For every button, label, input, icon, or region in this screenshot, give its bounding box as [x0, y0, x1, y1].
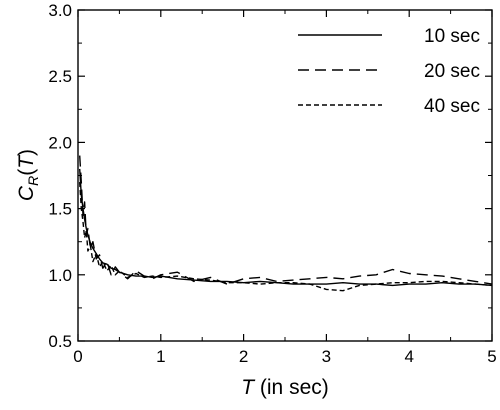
x-axis-label: T (in sec)	[241, 376, 329, 399]
y-axis-close-paren: )	[15, 149, 38, 156]
x-tick-label: 4	[404, 347, 413, 366]
y-tick-label: 2.0	[48, 133, 72, 152]
y-tick-label: 1.0	[48, 266, 72, 285]
x-tick-label: 5	[487, 347, 496, 366]
y-axis-label: CR(T)	[15, 149, 41, 201]
x-axis-variable: T	[241, 376, 256, 399]
y-axis-subscript: R	[25, 176, 41, 186]
y-axis-open-paren: (	[15, 169, 38, 176]
x-tick-label: 1	[156, 347, 165, 366]
legend-label: 10 sec	[424, 26, 480, 47]
y-tick-label: 2.5	[48, 67, 72, 86]
y-tick-label: 1.5	[48, 200, 72, 219]
x-tick-label: 0	[73, 347, 82, 366]
x-tick-label: 3	[322, 347, 331, 366]
y-tick-label: 0.5	[48, 332, 72, 351]
y-tick-label: 3.0	[48, 1, 72, 20]
series-layer	[79, 155, 493, 292]
x-tick-label: 2	[239, 347, 248, 366]
plot-frame	[77, 9, 493, 342]
legend-label: 40 sec	[424, 96, 480, 117]
y-axis-symbol: C	[15, 185, 38, 201]
series-line-1	[79, 168, 493, 287]
x-axis-unit: (in sec)	[254, 376, 329, 399]
y-axis-argument: T	[15, 154, 38, 169]
series-line-3	[79, 182, 493, 292]
axis-ticks	[77, 9, 493, 342]
axis-tick-labels: 0 1 2 3 4 5 0.5 1.0 1.5 2.0 2.5 3.0	[48, 1, 496, 366]
legend: 10 sec 20 sec 40 sec	[298, 26, 480, 117]
legend-label: 20 sec	[424, 61, 480, 82]
series-line-2	[79, 155, 493, 285]
